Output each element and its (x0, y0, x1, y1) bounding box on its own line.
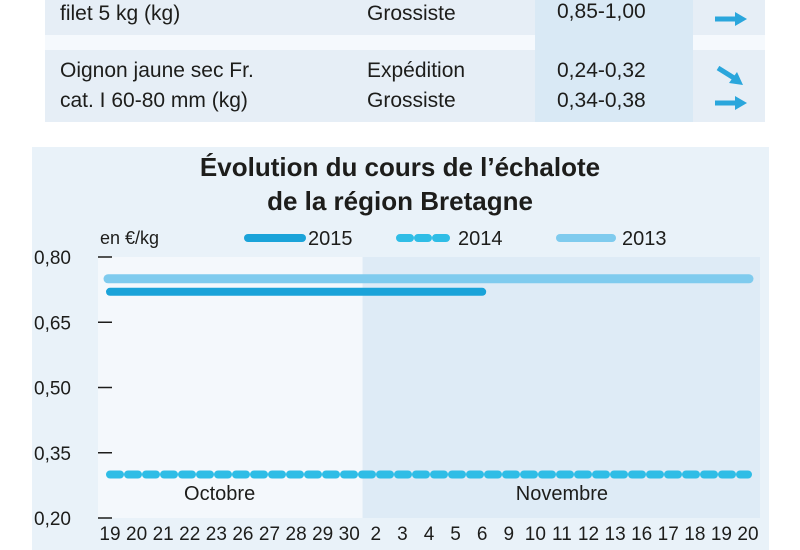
x-tick-label: 13 (605, 524, 626, 545)
x-tick-label: 18 (684, 524, 705, 545)
price-column-highlight (535, 0, 693, 122)
x-tick-label: 20 (126, 524, 147, 545)
product-label: filet 5 kg (kg) (60, 2, 181, 25)
y-tick-label: 0,35 (34, 444, 71, 465)
price-value: 0,24-0,32 (557, 59, 646, 82)
trend-down-icon (716, 66, 743, 85)
x-tick-label: 30 (339, 524, 360, 545)
x-tick-label: 20 (737, 524, 758, 545)
plot-background-october (98, 257, 363, 518)
x-tick-label: 16 (631, 524, 652, 545)
product-label: cat. I 60-80 mm (kg) (60, 89, 248, 112)
x-tick-label: 10 (525, 524, 546, 545)
price-value: 0,85-1,00 (557, 0, 646, 23)
y-tick-label: 0,65 (34, 313, 71, 334)
x-tick-label: 19 (711, 524, 732, 545)
x-tick-label: 22 (179, 524, 200, 545)
x-tick-label: 3 (397, 524, 408, 545)
x-tick-label: 17 (658, 524, 679, 545)
y-tick-label: 0,50 (34, 379, 71, 400)
stage-label: Grossiste (367, 89, 456, 112)
y-tick-label: 0,20 (34, 509, 71, 530)
price-table: filet 5 kg (kg) Grossiste 0,85-1,00 Oign… (45, 0, 765, 122)
x-tick-label: 28 (286, 524, 307, 545)
x-tick-label: 29 (312, 524, 333, 545)
price-value: 0,34-0,38 (557, 89, 646, 112)
legend-label: 2015 (308, 228, 353, 250)
x-tick-label: 2 (371, 524, 382, 545)
legend-label: 2013 (622, 228, 667, 250)
trend-stable-icon (715, 96, 747, 110)
x-tick-label: 23 (206, 524, 227, 545)
x-tick-label: 6 (477, 524, 488, 545)
stage-label: Expédition (367, 59, 466, 82)
x-tick-label: 5 (450, 524, 461, 545)
chart-title: Évolution du cours de l’échalote (199, 152, 601, 182)
x-tick-label: 19 (99, 524, 120, 545)
x-tick-label: 12 (578, 524, 599, 545)
x-tick-label: 4 (424, 524, 435, 545)
x-tick-label: 9 (503, 524, 514, 545)
x-tick-label: 21 (153, 524, 174, 545)
x-tick-label: 11 (552, 524, 572, 545)
month-label: Novembre (516, 483, 608, 505)
legend-label: 2014 (458, 228, 503, 250)
trend-stable-icon (715, 12, 747, 26)
stage-label: Grossiste (367, 2, 456, 25)
y-tick-label: 0,80 (34, 248, 71, 269)
month-label: Octobre (184, 483, 255, 505)
x-tick-label: 26 (232, 524, 253, 545)
plot-background-november (362, 257, 760, 518)
y-axis-label: en €/kg (100, 228, 159, 248)
product-label: Oignon jaune sec Fr. (60, 59, 254, 82)
x-tick-label: 27 (259, 524, 280, 545)
chart-subtitle: de la région Bretagne (267, 186, 533, 216)
